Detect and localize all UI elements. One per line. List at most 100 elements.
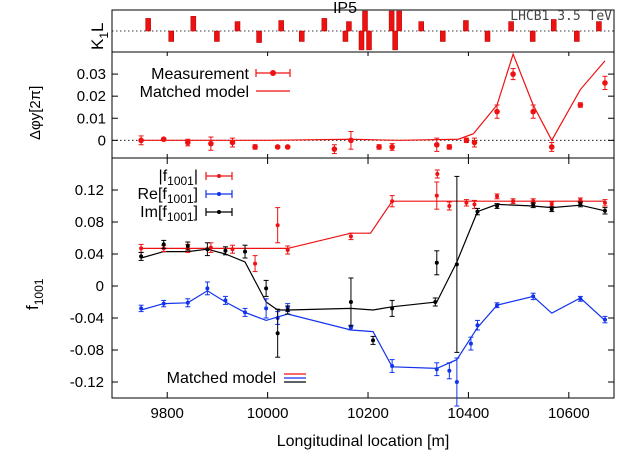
f1001-point-marker <box>468 341 473 346</box>
k1l-magnet-bar <box>463 20 469 32</box>
legend-im-marker <box>205 208 233 216</box>
f1001-point-marker <box>348 300 353 304</box>
x-tick-label: 10400 <box>448 405 490 422</box>
f1001-model-line <box>140 203 606 311</box>
f1001-point <box>434 169 440 179</box>
dphi-model-curve <box>141 52 606 142</box>
k1l-magnet-bar <box>278 20 284 32</box>
f1001-point <box>432 297 438 307</box>
x-tick-label: 10000 <box>247 405 289 422</box>
f1001-point-marker <box>275 223 280 228</box>
f1001-point <box>510 198 516 205</box>
f1001-point-marker <box>371 338 376 343</box>
f1001-point <box>138 304 144 313</box>
dphi-point <box>376 144 382 150</box>
x-tick-label: 10600 <box>548 405 590 422</box>
dphi-ylabel: Δφy[2π] <box>27 86 44 140</box>
f1001-point-marker <box>285 248 290 252</box>
dphi-point <box>274 144 281 150</box>
f1001-y-tick-label: 0.12 <box>75 182 104 199</box>
dphi-point <box>530 104 536 119</box>
k1l-magnet-bar <box>362 10 368 32</box>
x-tick-label: 10200 <box>347 405 389 422</box>
f1001-model-line <box>141 200 605 249</box>
ip-label: IP5 <box>333 0 357 17</box>
f1001-panel-frame <box>111 157 615 399</box>
legend-re-sub: 1001 <box>167 192 194 206</box>
f1001-point <box>463 199 469 207</box>
dphi-point-marker <box>185 139 191 146</box>
dphi-point <box>252 144 258 150</box>
k1l-magnet-bar <box>440 30 446 42</box>
dphi-point <box>446 144 453 150</box>
dphi-point <box>160 136 167 143</box>
f1001-point-marker <box>454 262 459 267</box>
legend-measurement-marker <box>255 69 291 77</box>
f1001-measurement-points <box>138 169 608 407</box>
k1l-magnet-bar <box>358 30 365 51</box>
dphi-point <box>389 143 395 151</box>
legend-abs-post: | <box>194 168 198 185</box>
f1001-point-marker <box>434 260 439 265</box>
dphi-point <box>208 136 214 151</box>
dphi-point <box>331 144 338 155</box>
f1001-point <box>474 207 480 216</box>
dphi-point-marker <box>160 136 167 143</box>
f1001-point <box>138 243 144 253</box>
f1001-point <box>446 201 452 211</box>
f1001-point <box>494 302 500 309</box>
f1001-point-marker <box>275 331 280 336</box>
f1001-point-marker <box>578 202 583 207</box>
k1l-magnet-bar <box>299 30 305 42</box>
k1l-magnet-bar <box>190 16 197 32</box>
f1001-point-marker <box>475 209 480 214</box>
f1001-point-marker <box>243 310 248 315</box>
f1001-point <box>549 206 555 213</box>
k1l-magnet-bar <box>508 21 514 32</box>
f1001-point-marker <box>223 298 228 303</box>
dphi-point-marker <box>376 144 382 150</box>
f1001-point-marker <box>223 248 228 253</box>
dphi-point-marker <box>446 144 453 150</box>
dphi-point <box>433 137 440 152</box>
dphi-y-ticks: 0 0.01 0.02 0.03 <box>77 66 614 149</box>
k1l-ylabel-main: K <box>88 38 107 50</box>
k1l-magnet-bar <box>396 10 402 32</box>
x-tick-label: 9800 <box>151 405 184 422</box>
f1001-point-marker <box>205 286 210 291</box>
dphi-point-marker <box>463 137 470 144</box>
dphi-point-marker <box>389 144 395 150</box>
f1001-point-marker <box>472 202 477 207</box>
f1001-point <box>494 193 500 200</box>
f1001-point-marker <box>285 308 290 312</box>
dphi-point <box>463 137 470 144</box>
f1001-point-marker <box>578 198 583 203</box>
f1001-point <box>389 359 395 373</box>
f1001-y-tick-label: 0.08 <box>75 214 104 231</box>
f1001-point <box>138 251 144 261</box>
f1001-point <box>222 246 228 256</box>
f1001-point-marker <box>390 199 395 204</box>
dphi-point-marker <box>494 108 500 115</box>
f1001-point-marker <box>205 247 210 252</box>
k1l-magnet-bar <box>551 19 557 32</box>
f1001-point-marker <box>602 208 607 213</box>
f1001-point-marker <box>447 204 452 208</box>
f1001-point <box>204 281 210 296</box>
f1001-point-marker <box>602 200 607 205</box>
dphi-point-marker <box>208 140 214 147</box>
dphi-point <box>602 75 608 91</box>
f1001-point-marker <box>495 204 500 208</box>
k1l-ylabel: K1L <box>88 23 111 51</box>
f1001-ylabel: f1001 <box>23 278 46 310</box>
f1001-point <box>577 201 583 208</box>
legend-im-label: Im[f1001] <box>140 204 198 224</box>
f1001-legend: |f1001| Re[f1001] Im[f1001] Matched mode… <box>138 168 306 387</box>
f1001-point-marker <box>447 368 452 373</box>
k1l-magnet-bar <box>168 30 174 42</box>
dphi-measurement-points <box>138 68 608 155</box>
f1001-point <box>454 357 460 407</box>
f1001-point-marker <box>264 286 269 291</box>
f1001-point <box>348 277 354 327</box>
f1001-point-marker <box>230 247 235 252</box>
